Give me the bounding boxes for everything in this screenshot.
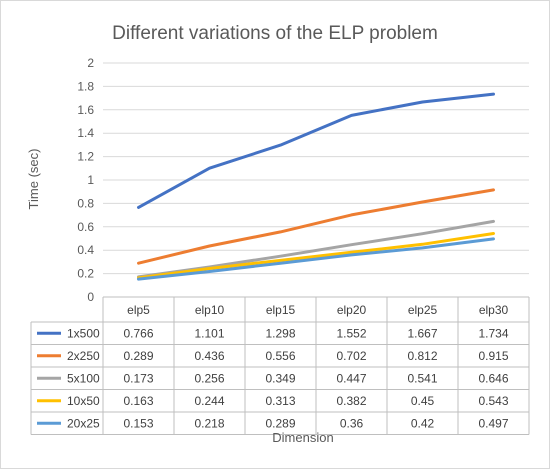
data-label-20x25-elp30: 0.497	[478, 416, 508, 430]
y-tick-label-3: 0.6	[77, 220, 94, 234]
series-line-2x250	[137, 188, 495, 265]
data-label-2x250-elp25: 0.812	[407, 349, 437, 363]
data-label-5x100-elp30: 0.646	[478, 371, 508, 385]
y-tick-label-8: 1.6	[77, 103, 94, 117]
data-label-2x250-elp5: 0.289	[123, 349, 153, 363]
data-label-20x25-elp15: 0.289	[265, 416, 295, 430]
y-tick-label-7: 1.4	[77, 126, 94, 140]
data-label-1x500-elp30: 1.734	[478, 326, 508, 340]
series-line-20x25	[137, 237, 495, 281]
x-category-label-0: elp5	[127, 303, 150, 317]
data-label-20x25-elp20: 0.36	[340, 416, 364, 430]
legend-label-20x25: 20x25	[67, 416, 100, 430]
data-label-10x50-elp20: 0.382	[336, 394, 366, 408]
series-lines	[137, 92, 495, 281]
data-label-10x50-elp25: 0.45	[411, 394, 435, 408]
series-line-1x500	[137, 92, 495, 209]
data-label-5x100-elp5: 0.173	[123, 371, 153, 385]
data-label-20x25-elp10: 0.218	[194, 416, 224, 430]
data-label-5x100-elp20: 0.447	[336, 371, 366, 385]
data-label-2x250-elp30: 0.915	[478, 349, 508, 363]
data-label-1x500-elp20: 1.552	[336, 326, 366, 340]
data-label-1x500-elp10: 1.101	[194, 326, 224, 340]
x-category-label-3: elp20	[337, 303, 367, 317]
chart-title: Different variations of the ELP problem	[112, 23, 438, 44]
x-category-label-4: elp25	[408, 303, 438, 317]
y-tick-label-4: 0.8	[77, 196, 94, 210]
x-category-label-2: elp15	[266, 303, 296, 317]
gridlines	[103, 62, 529, 275]
y-tick-label-1: 0.2	[77, 267, 94, 281]
y-tick-label-6: 1.2	[77, 150, 94, 164]
data-label-10x50-elp30: 0.543	[478, 394, 508, 408]
data-label-10x50-elp5: 0.163	[123, 394, 153, 408]
y-axis-ticks: 0 0.2 0.4 0.6 0.8 1 1.2 1.4 1.6 1.8 2	[77, 56, 94, 304]
data-label-5x100-elp10: 0.256	[194, 371, 224, 385]
legend-label-2x250: 2x250	[67, 349, 100, 363]
data-label-10x50-elp10: 0.244	[194, 394, 224, 408]
data-table: elp5 elp10 elp15 elp20 elp25 elp30 1x500 0.766 1…	[30, 296, 530, 435]
y-tick-label-10: 2	[87, 56, 94, 70]
x-category-label-1: elp10	[195, 303, 225, 317]
data-label-2x250-elp10: 0.436	[194, 349, 224, 363]
data-label-10x50-elp15: 0.313	[265, 394, 295, 408]
x-category-label-5: elp30	[479, 303, 509, 317]
y-tick-label-0: 0	[87, 290, 94, 304]
data-label-20x25-elp25: 0.42	[411, 416, 435, 430]
data-label-1x500-elp15: 1.298	[265, 326, 295, 340]
data-label-20x25-elp5: 0.153	[123, 416, 153, 430]
y-tick-label-9: 1.8	[77, 79, 94, 93]
y-axis-title: Time (sec)	[26, 149, 41, 210]
data-label-1x500-elp5: 0.766	[123, 326, 153, 340]
y-tick-label-5: 1	[87, 173, 94, 187]
legend-label-5x100: 5x100	[67, 371, 100, 385]
data-label-2x250-elp15: 0.556	[265, 349, 295, 363]
y-tick-label-2: 0.4	[77, 243, 94, 257]
legend-label-1x500: 1x500	[67, 326, 100, 340]
series-line-10x50	[137, 232, 495, 280]
data-label-5x100-elp25: 0.541	[407, 371, 437, 385]
data-label-2x250-elp20: 0.702	[336, 349, 366, 363]
data-label-1x500-elp25: 1.667	[407, 326, 437, 340]
legend-label-10x50: 10x50	[67, 394, 100, 408]
x-axis-title: Dimension	[272, 430, 333, 445]
data-label-5x100-elp15: 0.349	[265, 371, 295, 385]
